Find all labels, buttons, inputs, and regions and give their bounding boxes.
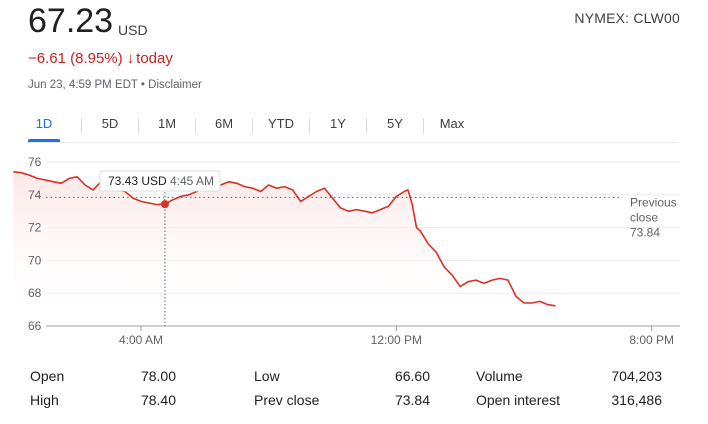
stat-label: Open bbox=[30, 368, 65, 384]
tab-1m[interactable]: 1M bbox=[157, 116, 177, 131]
tab-divider bbox=[195, 118, 196, 134]
change-amount: −6.61 (8.95%) bbox=[28, 50, 123, 67]
range-tabs: 1D 5D 1M 6M YTD 1Y 5Y Max bbox=[28, 108, 480, 142]
x-tick-label: 4:00 AM bbox=[119, 333, 163, 347]
tab-5d[interactable]: 5D bbox=[101, 116, 119, 131]
tab-divider bbox=[423, 118, 424, 134]
ticker-symbol: NYMEX: CLW00 bbox=[574, 10, 680, 26]
stat-high: High 78.40 bbox=[30, 392, 176, 414]
down-arrow-icon: ↓ bbox=[126, 50, 135, 67]
price-area bbox=[13, 171, 556, 326]
tab-divider bbox=[309, 118, 310, 134]
tab-divider bbox=[81, 118, 82, 134]
change-period: today bbox=[136, 50, 173, 67]
stat-prev-close: Prev close 73.84 bbox=[254, 392, 430, 414]
x-tick-label: 12:00 PM bbox=[371, 333, 422, 347]
y-tick-label: 68 bbox=[28, 286, 42, 300]
quote-timestamp: Jun 23, 4:59 PM EDT • Disclaimer bbox=[28, 79, 202, 91]
tabs-underline bbox=[28, 142, 678, 143]
currency-label: USD bbox=[118, 22, 148, 38]
y-tick-label: 72 bbox=[28, 221, 42, 235]
stat-value: 704,203 bbox=[611, 368, 662, 384]
stat-label: Prev close bbox=[254, 392, 320, 408]
x-tick-label: 8:00 PM bbox=[629, 333, 674, 347]
stat-volume: Volume 704,203 bbox=[476, 368, 662, 390]
current-price: 67.23 bbox=[28, 2, 114, 40]
crosshair-point bbox=[160, 200, 169, 209]
stat-value: 316,486 bbox=[611, 392, 662, 408]
tab-ytd[interactable]: YTD bbox=[268, 116, 294, 131]
stat-label: Open interest bbox=[476, 392, 561, 408]
previous-close-label: close bbox=[630, 210, 658, 224]
tab-divider bbox=[252, 118, 253, 134]
stat-value: 73.84 bbox=[394, 392, 430, 408]
stat-value: 78.40 bbox=[140, 392, 176, 408]
y-tick-label: 66 bbox=[28, 319, 42, 333]
tooltip-time: 4:45 AM bbox=[170, 174, 214, 188]
y-tick-label: 74 bbox=[28, 188, 42, 202]
tooltip-value: 73.43 USD bbox=[108, 174, 167, 188]
stat-open-interest: Open interest 316,486 bbox=[476, 392, 662, 414]
tab-6m[interactable]: 6M bbox=[214, 116, 234, 131]
stat-open: Open 78.00 bbox=[30, 368, 176, 390]
stat-low: Low 66.60 bbox=[254, 368, 430, 390]
previous-close-label: Previous bbox=[630, 195, 677, 209]
price-change: −6.61 (8.95%) ↓ today bbox=[28, 50, 173, 67]
stat-label: High bbox=[30, 392, 59, 408]
tab-divider bbox=[366, 118, 367, 134]
stat-label: Low bbox=[254, 368, 280, 384]
stat-label: Volume bbox=[476, 368, 523, 384]
tooltip-box bbox=[99, 170, 221, 192]
tab-1d[interactable]: 1D bbox=[28, 108, 60, 142]
tab-max[interactable]: Max bbox=[439, 116, 465, 131]
stat-value: 78.00 bbox=[140, 368, 176, 384]
tab-1y[interactable]: 1Y bbox=[330, 116, 346, 131]
tab-divider bbox=[138, 118, 139, 134]
tab-5y[interactable]: 5Y bbox=[387, 116, 403, 131]
previous-close-label: 73.84 bbox=[630, 225, 660, 239]
stat-value: 66.60 bbox=[394, 368, 430, 384]
y-tick-label: 76 bbox=[28, 155, 42, 169]
y-tick-label: 70 bbox=[28, 253, 42, 267]
